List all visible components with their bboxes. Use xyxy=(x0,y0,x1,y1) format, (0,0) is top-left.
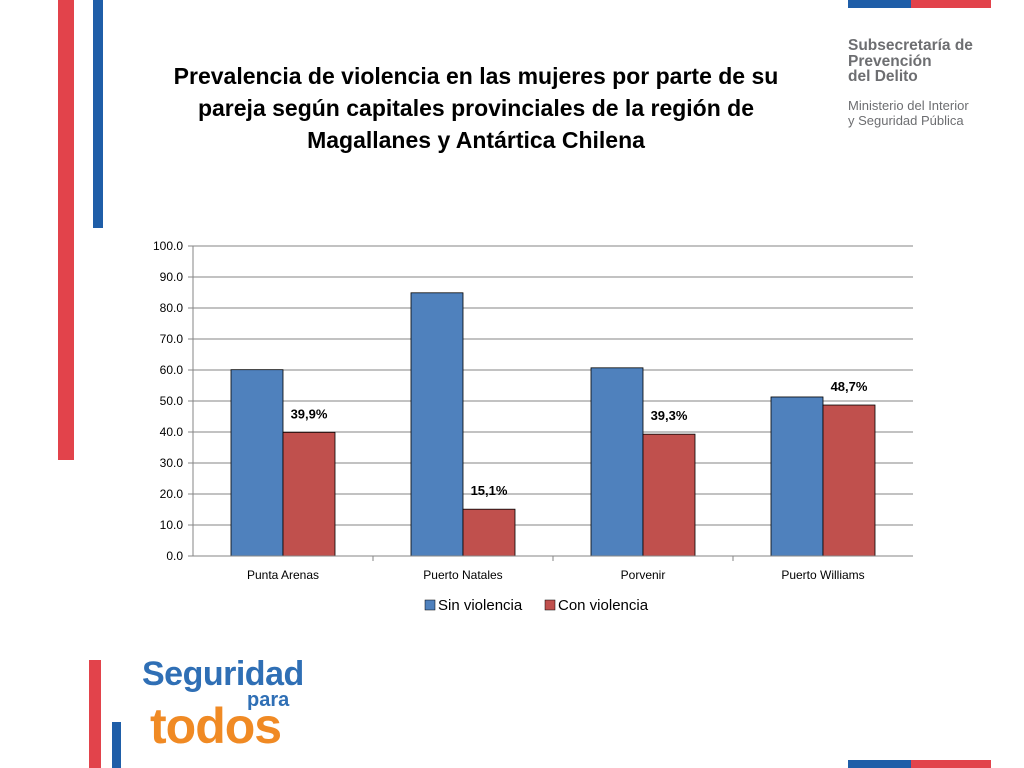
org-name-line-3: del Delito xyxy=(848,68,918,85)
decor-stripe-top-red xyxy=(911,0,991,8)
bar-con-violencia xyxy=(462,508,516,557)
y-tick-label: 50.0 xyxy=(160,394,184,408)
legend-label: Con violencia xyxy=(558,597,649,614)
legend-label: Sin violencia xyxy=(438,597,523,614)
x-tick-label: Puerto Williams xyxy=(781,568,864,582)
slide-title-line-1: Prevalencia de violencia en las mujeres … xyxy=(173,63,779,89)
x-tick-label: Puerto Natales xyxy=(423,568,502,582)
slide-title: Prevalencia de violencia en las mujeres … xyxy=(140,60,812,156)
y-tick-label: 30.0 xyxy=(160,456,184,470)
data-label: 39,3% xyxy=(651,408,688,423)
x-tick-label: Punta Arenas xyxy=(247,568,319,582)
x-tick-label: Porvenir xyxy=(621,568,666,582)
bar-con-violencia xyxy=(642,433,696,557)
data-label: 15,1% xyxy=(471,483,508,498)
data-label: 39,9% xyxy=(291,406,328,421)
bar-sin-violencia xyxy=(590,367,644,557)
decor-stripe-bottom-red xyxy=(911,760,991,768)
y-tick-label: 40.0 xyxy=(160,425,184,439)
decor-stripe-top-blue xyxy=(848,0,911,8)
bar-sin-violencia xyxy=(410,292,464,557)
ministry-line-1: Ministerio del Interior xyxy=(848,97,969,113)
bar-chart: 0.0 10.0 20.0 30.0 40.0 50.0 60.0 70.0 80.0 90.0 1… xyxy=(153,239,913,614)
decor-red-bar-bottom-left xyxy=(89,660,101,768)
legend-swatch xyxy=(544,599,556,611)
logo-word-para: para xyxy=(247,689,290,711)
y-tick-label: 100.0 xyxy=(153,239,183,253)
bar-sin-violencia xyxy=(770,396,824,557)
y-tick-label: 90.0 xyxy=(160,270,184,284)
decor-stripe-bottom-blue xyxy=(848,760,911,768)
logo-word-seguridad: Seguridad xyxy=(142,655,304,693)
y-tick-label: 70.0 xyxy=(160,332,184,346)
slide-title-line-2: pareja según capitales provinciales de l… xyxy=(197,95,755,121)
decor-blue-bar-bottom-left xyxy=(112,722,121,768)
slide-title-line-3: Magallanes y Antártica Chilena xyxy=(307,127,645,153)
y-tick-label: 20.0 xyxy=(160,487,184,501)
org-name-line-1: Subsecretaría de xyxy=(848,37,973,54)
ministry-line-2: y Seguridad Pública xyxy=(848,112,964,128)
seguridad-para-todos-logo: Seguridad para todos xyxy=(142,655,342,765)
y-tick-label: 80.0 xyxy=(160,301,184,315)
logo-word-todos: todos xyxy=(150,698,282,754)
decor-blue-bar-left xyxy=(93,0,103,228)
bar-con-violencia xyxy=(282,431,336,557)
y-tick-label: 60.0 xyxy=(160,363,184,377)
bar-con-violencia xyxy=(822,404,876,557)
legend-swatch xyxy=(424,599,436,611)
data-label: 48,7% xyxy=(831,379,868,394)
org-name-line-2: Prevención xyxy=(848,52,932,70)
y-tick-label: 10.0 xyxy=(160,518,184,532)
bar-sin-violencia xyxy=(230,369,284,557)
y-tick-label: 0.0 xyxy=(166,549,183,563)
decor-red-bar-left xyxy=(58,0,74,460)
institution-logo: Subsecretaría de Prevención del Delito M… xyxy=(848,38,1018,128)
